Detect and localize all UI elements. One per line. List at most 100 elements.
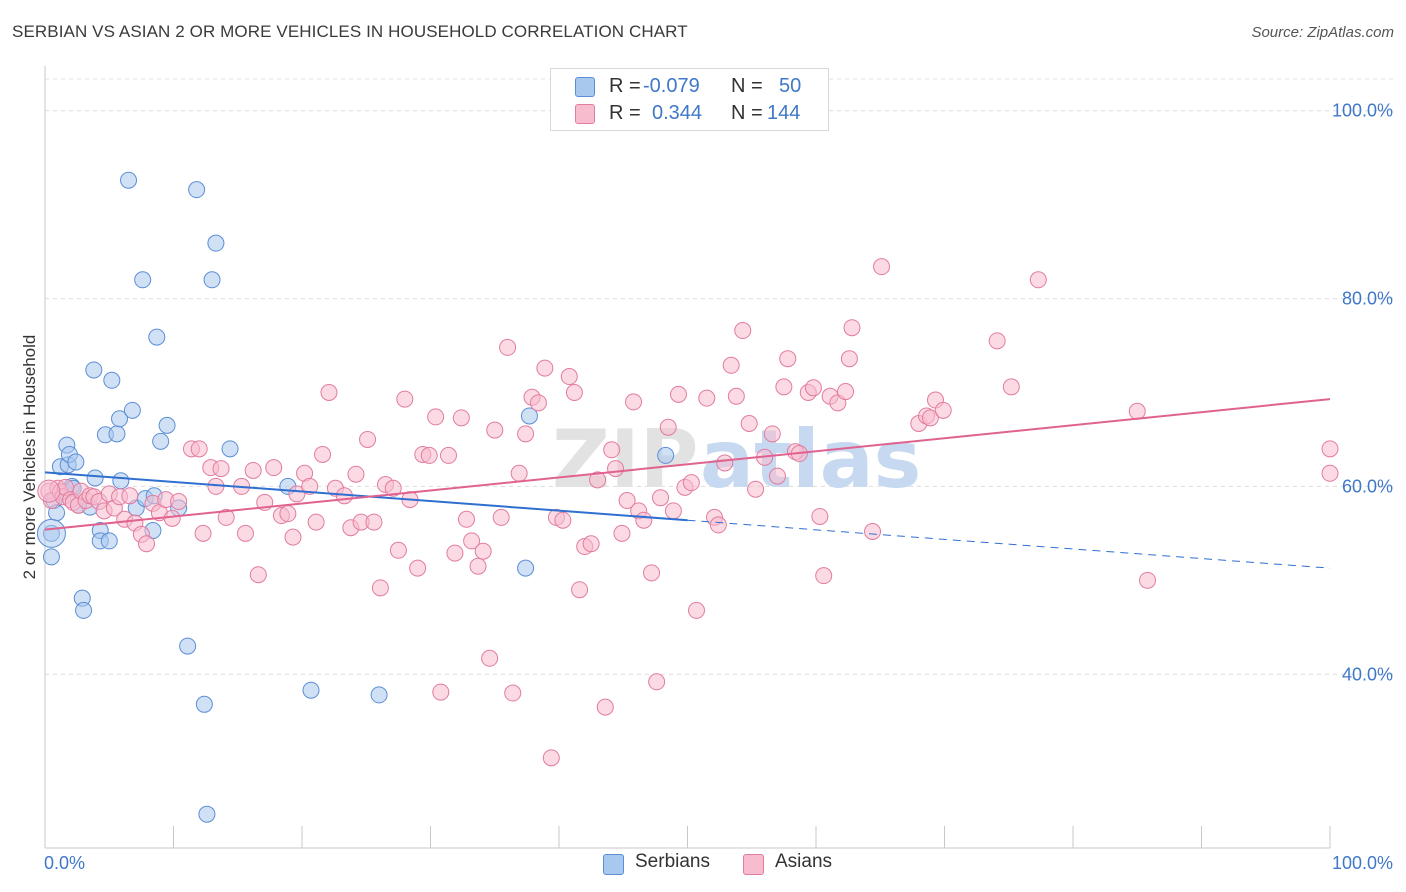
asian-point <box>217 508 235 526</box>
serbian-point <box>195 695 213 713</box>
serbian-point <box>221 440 239 458</box>
serbian-point <box>75 601 93 619</box>
asian-point <box>571 581 589 599</box>
serbian-point <box>370 686 388 704</box>
asian-point <box>432 683 450 701</box>
asian-point <box>463 532 481 550</box>
asian-point <box>1321 464 1339 482</box>
legend-n-label: N = <box>731 102 763 124</box>
asian-point <box>643 564 661 582</box>
asian-point <box>664 502 682 520</box>
asian-point <box>804 379 822 397</box>
asian-point <box>582 535 600 553</box>
serbian-point <box>188 181 206 199</box>
asian-point <box>347 465 365 483</box>
x-tick-label: 100.0% <box>1332 853 1393 873</box>
asian-point <box>1002 378 1020 396</box>
asian-point <box>988 332 1006 350</box>
asian-point <box>481 649 499 667</box>
asian-point <box>709 516 727 534</box>
asian-point <box>486 421 504 439</box>
asian-point <box>768 467 786 485</box>
asian-point <box>1128 402 1146 420</box>
serbian-point <box>100 532 118 550</box>
y-tick-label: 40.0% <box>1342 664 1393 684</box>
asian-point <box>652 489 670 507</box>
serbian-point <box>123 401 141 419</box>
asian-point <box>779 350 797 368</box>
asian-point <box>613 524 631 542</box>
asian-point <box>565 384 583 402</box>
asian-point <box>265 459 283 477</box>
serbian-point <box>179 637 197 655</box>
asian-point <box>474 542 492 560</box>
asian-point <box>648 673 666 691</box>
serbian-point <box>207 234 225 252</box>
asian-point <box>763 425 781 443</box>
asian-point <box>727 387 745 405</box>
asian-point <box>864 522 882 540</box>
serbian-point <box>302 681 320 699</box>
asian-point <box>510 464 528 482</box>
asian-point <box>249 566 267 584</box>
asian-point <box>734 322 752 340</box>
asian-point <box>837 383 855 401</box>
asian-point <box>618 492 636 510</box>
asian-point <box>396 390 414 408</box>
serbian-point <box>120 171 138 189</box>
asian-point <box>589 471 607 489</box>
asian-point <box>536 359 554 377</box>
serbian-point <box>86 469 104 487</box>
asian-point <box>554 511 572 529</box>
asian-point <box>194 524 212 542</box>
legend-n-label: N = <box>731 75 763 97</box>
serbian-point <box>657 446 675 464</box>
asian-point <box>934 401 952 419</box>
asian-point <box>607 460 625 478</box>
tick-labels: 100.0% 80.0% 60.0% 40.0% 0.0% 100.0% <box>44 101 1393 873</box>
asian-point <box>359 430 377 448</box>
y-axis-label: 2 or more Vehicles in Household <box>20 335 39 580</box>
asian-point <box>307 513 325 531</box>
asian-point <box>670 385 688 403</box>
legend-r-label: R = <box>609 75 641 97</box>
asian-point <box>190 440 208 458</box>
serbian-point <box>108 425 126 443</box>
asian-point <box>212 460 230 478</box>
chart-title: SERBIAN VS ASIAN 2 OR MORE VEHICLES IN H… <box>12 22 688 41</box>
asian-point <box>452 409 470 427</box>
asian-point <box>446 544 464 562</box>
serbian-point <box>42 548 60 566</box>
serbian-point <box>152 432 170 450</box>
legend-r-label: R = <box>609 102 641 124</box>
asian-point <box>244 461 262 479</box>
asian-point <box>439 446 457 464</box>
asian-point <box>775 378 793 396</box>
x-tick-label: 0.0% <box>44 853 85 873</box>
asian-point <box>409 559 427 577</box>
asian-point <box>138 535 156 553</box>
asian-point <box>301 477 319 495</box>
source-credit: Source: ZipAtlas.com <box>1251 24 1394 41</box>
asian-point <box>921 409 939 427</box>
legend-n-value-asians: 144 <box>767 102 801 124</box>
gridlines <box>45 78 1395 675</box>
asian-point <box>492 508 510 526</box>
asian-point <box>1321 440 1339 458</box>
asian-point <box>722 356 740 374</box>
asian-point <box>716 454 734 472</box>
serbian-point <box>148 328 166 346</box>
legend-n-value-serbians: 50 <box>779 75 802 97</box>
asian-point <box>389 541 407 559</box>
legend-label-serbians: Serbians <box>635 851 710 872</box>
legend-swatch-serbians <box>575 77 595 97</box>
asian-trend-line <box>44 398 1331 531</box>
serbian-point <box>520 407 538 425</box>
asian-point <box>682 474 700 492</box>
asian-point <box>529 394 547 412</box>
asian-point <box>840 350 858 368</box>
serbian-point <box>67 453 85 471</box>
asian-point <box>815 567 833 585</box>
asian-point <box>121 487 139 505</box>
